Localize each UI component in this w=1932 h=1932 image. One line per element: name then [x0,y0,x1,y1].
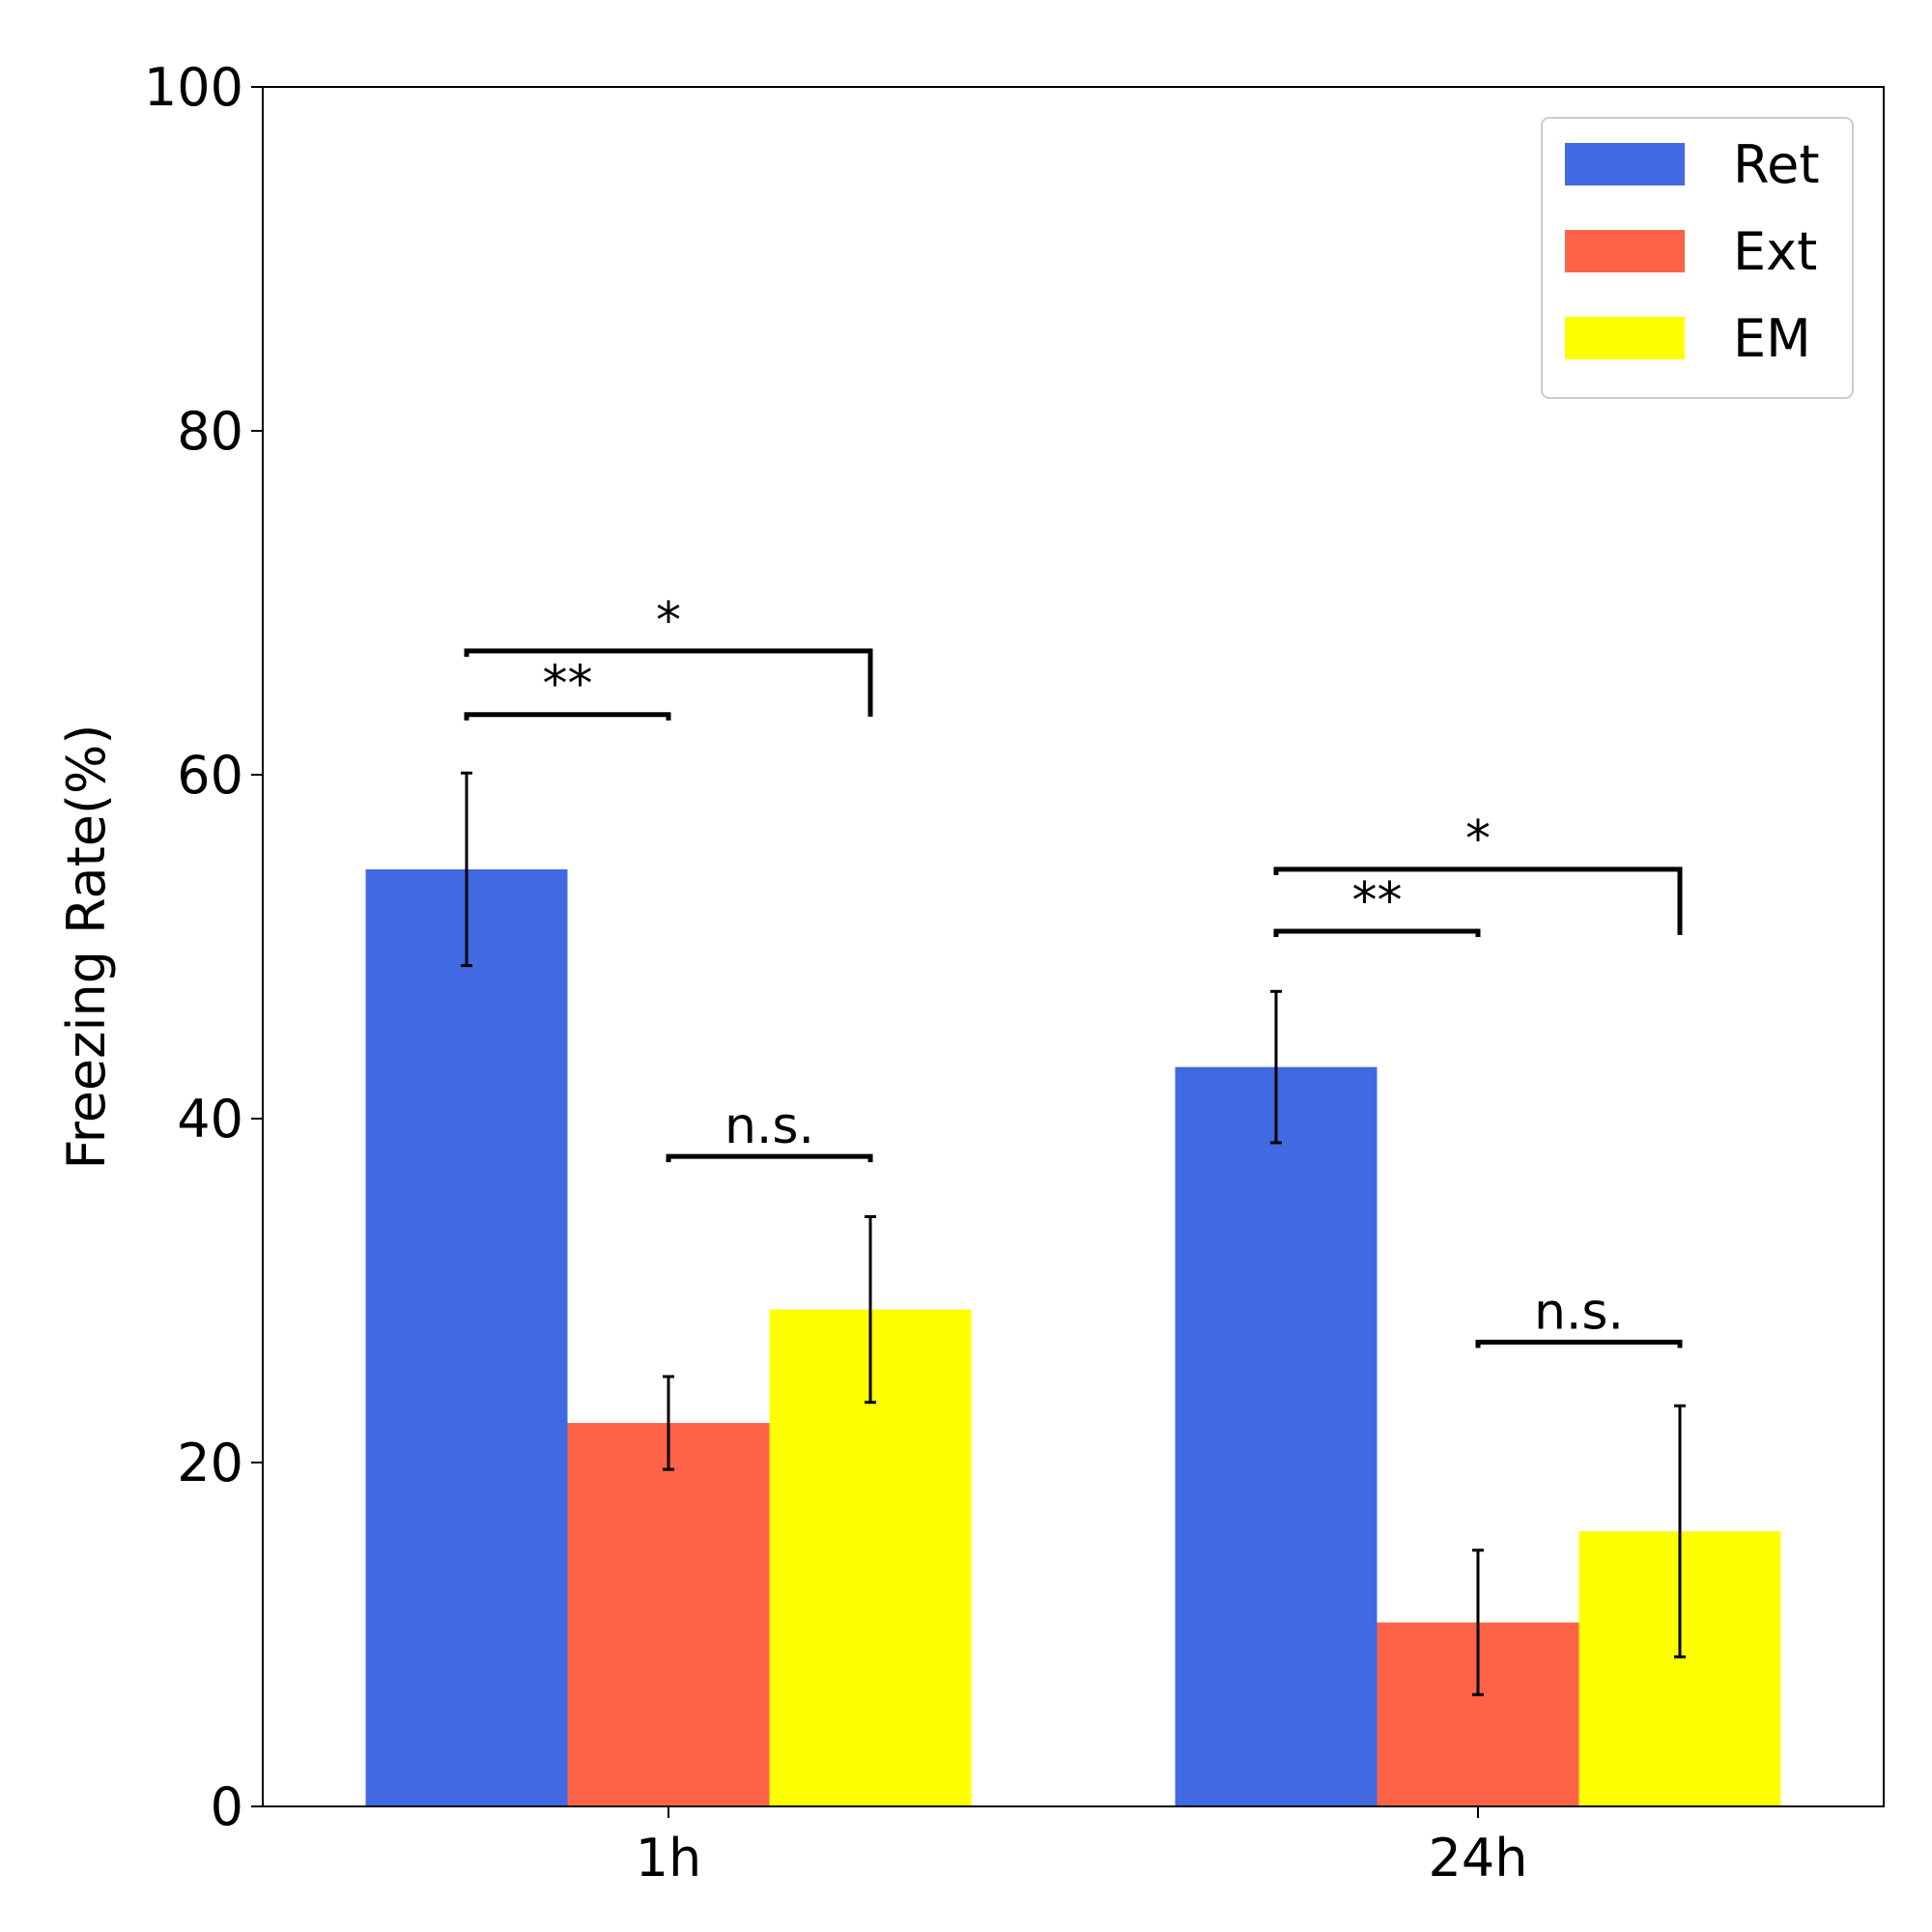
legend-swatch [1565,230,1685,272]
legend-swatch [1565,143,1685,185]
significance-label: ** [543,656,593,714]
significance-group: ***n.s.***n.s. [464,592,1683,1349]
bar-ext-1h [567,1423,770,1806]
y-tick-label: 40 [177,1089,243,1150]
significance-bracket-5: n.s. [1475,1283,1683,1349]
significance-label: * [656,592,681,650]
bracket-line [464,648,873,717]
legend-entry-ext: Ext [1565,221,1817,282]
x-axis: 1h 24h [636,1806,1528,1889]
error-bar-em-1h [865,1214,876,1405]
significance-label: n.s. [724,1097,814,1155]
legend-entry-ret: Ret [1565,134,1820,195]
bracket-line [464,712,671,721]
bracket-line [1273,928,1481,937]
plot-frame [262,86,1885,1807]
significance-label: n.s. [1534,1283,1624,1341]
y-tick-label: 60 [177,745,243,806]
significance-bracket-2: n.s. [666,1097,873,1163]
bar-ret-24h [1175,1066,1378,1806]
legend-label: Ret [1733,134,1820,195]
y-tick-label: 80 [177,401,243,462]
bar-ret-1h [365,868,568,1806]
error-bar-ret-24h [1270,989,1282,1145]
legend-label: Ext [1733,221,1817,282]
significance-bracket-3: ** [1273,872,1481,937]
error-bar-em-24h [1674,1404,1686,1659]
legend-entry-em: EM [1565,308,1811,369]
y-tick-label: 20 [177,1433,243,1493]
y-tick-label: 0 [211,1776,243,1837]
bracket-line [1475,1339,1683,1349]
error-bars-group [461,771,1686,1696]
legend: Ret Ext EM [1541,117,1854,399]
significance-label: * [1465,810,1491,868]
bracket-line [1273,867,1683,935]
x-tick-label: 24h [1429,1828,1528,1889]
bracket-line [666,1153,873,1163]
bars-group [365,868,1781,1806]
x-tick-label: 1h [636,1828,702,1889]
y-tick-label: 100 [144,57,243,118]
significance-label: ** [1352,872,1403,930]
significance-bracket-4: * [1273,810,1683,935]
y-axis-label: Freezing Rate(%) [56,724,117,1170]
error-bar-ext-24h [1472,1548,1484,1696]
significance-bracket-0: ** [464,656,671,721]
y-axis: 0 20 40 60 80 100 [144,57,263,1837]
legend-label: EM [1733,308,1811,369]
significance-bracket-1: * [464,592,873,717]
error-bar-ret-1h [461,771,472,968]
legend-swatch [1565,317,1685,359]
error-bar-ext-1h [663,1375,674,1471]
